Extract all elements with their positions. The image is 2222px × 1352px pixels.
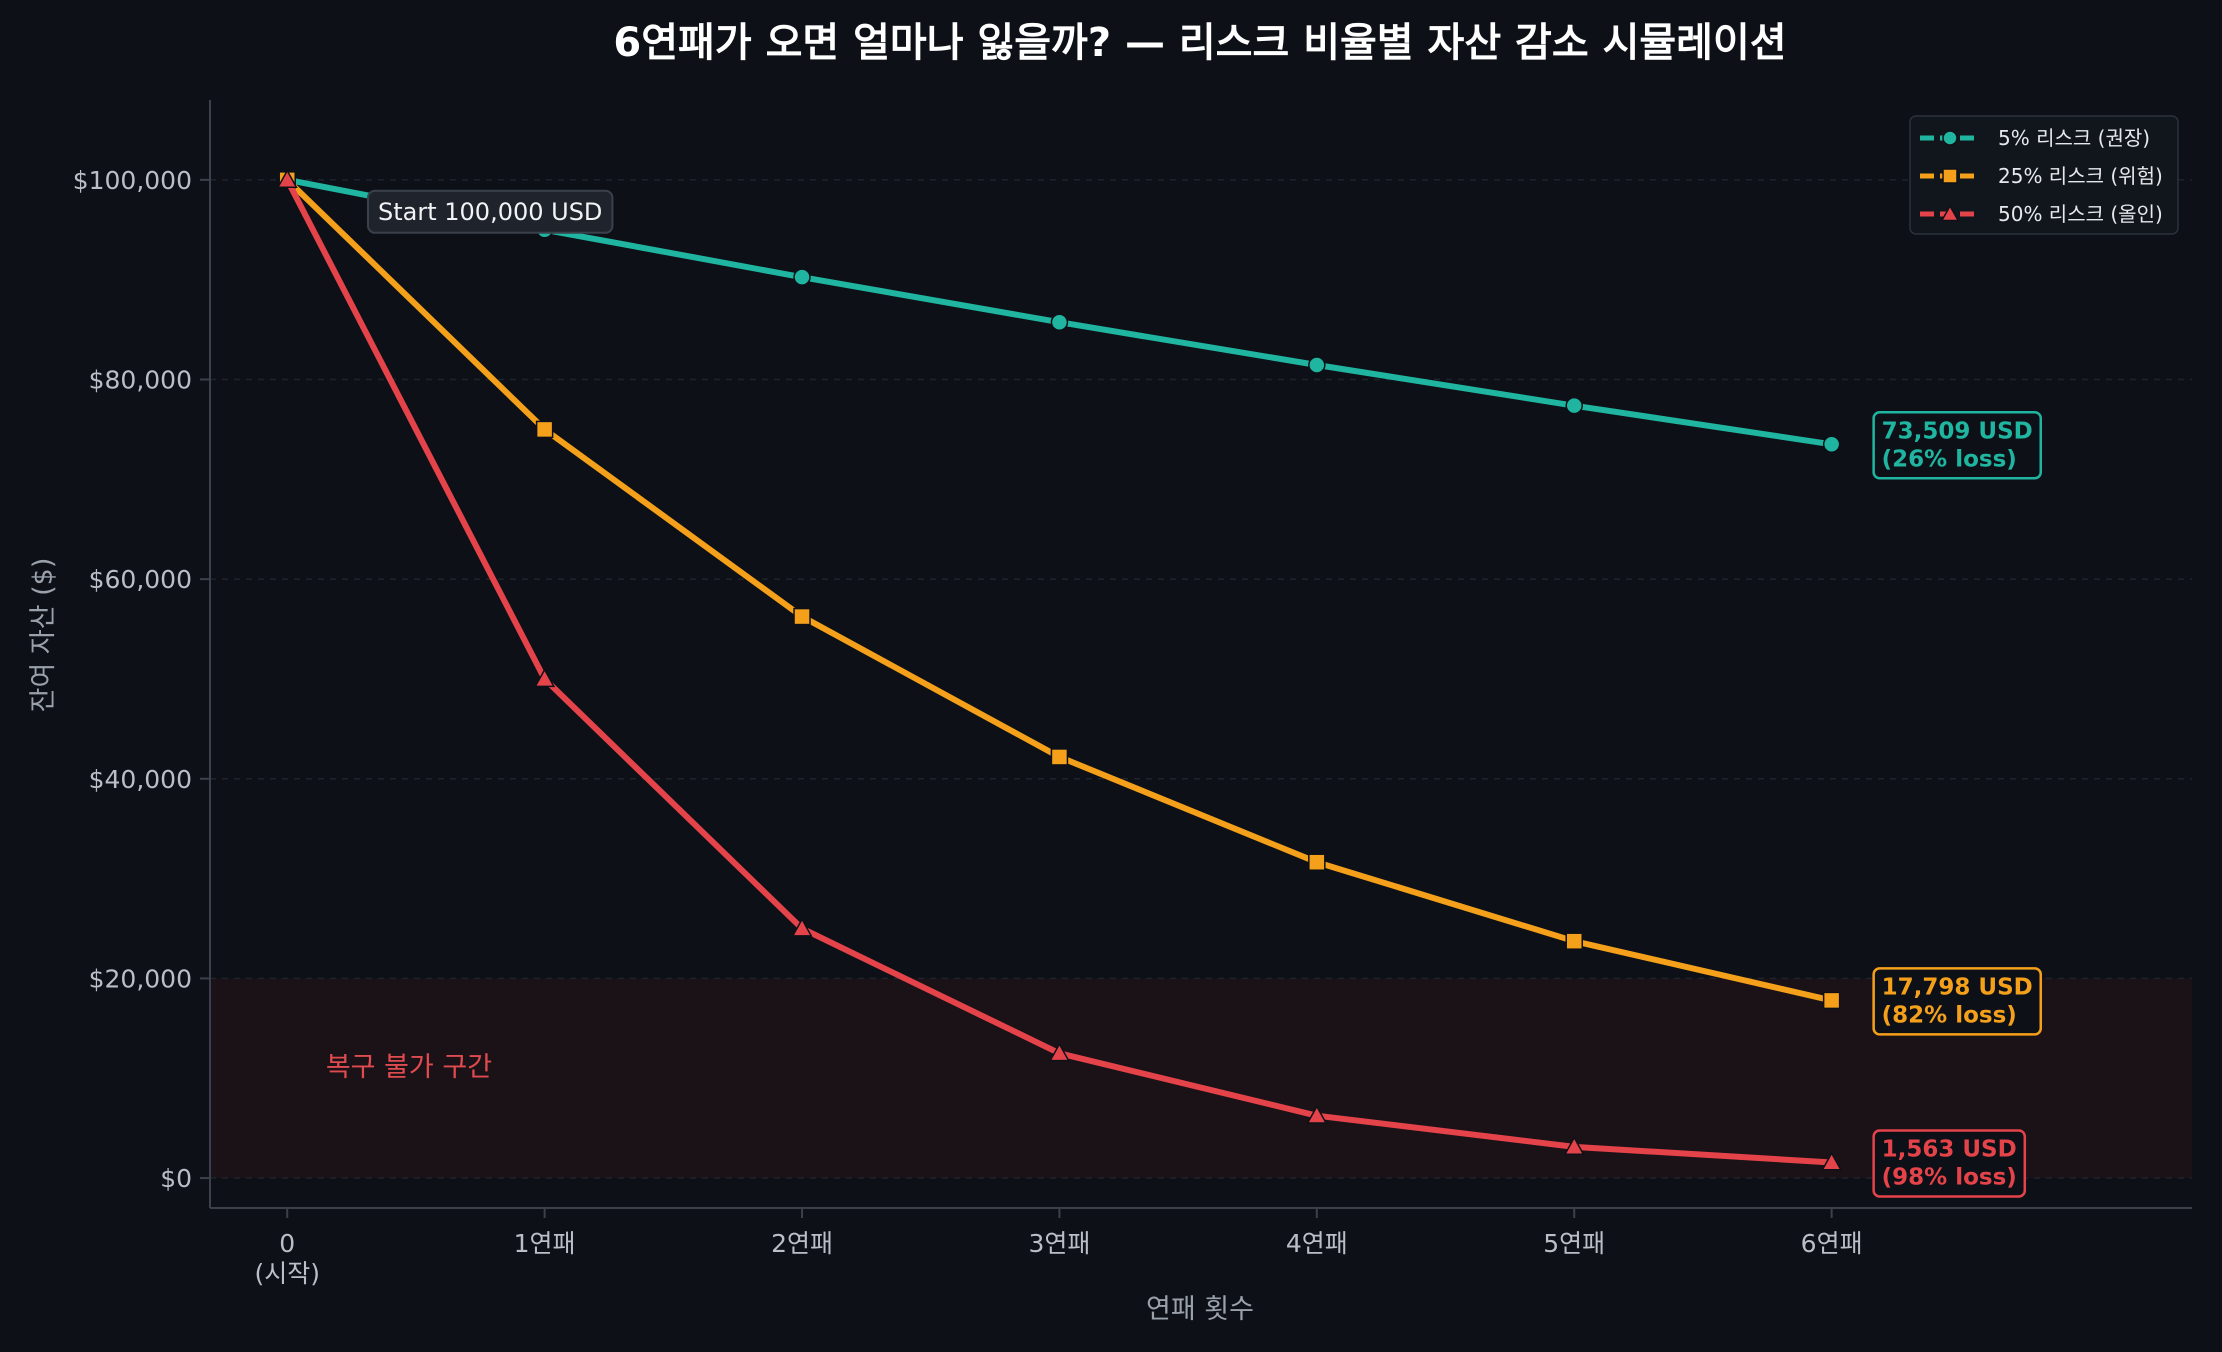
x-tick-label: 3연패 xyxy=(1028,1229,1090,1258)
y-tick-label: $40,000 xyxy=(89,765,192,794)
data-point xyxy=(793,607,811,626)
legend-item: 25% 리스크 (위험) xyxy=(1920,164,2163,188)
data-point xyxy=(1565,396,1583,415)
end-label-box xyxy=(1872,411,2042,480)
end-label: 73,509 USD (26% loss) xyxy=(1872,411,2042,480)
start-annotation-text: Start 100,000 USD xyxy=(378,198,602,226)
data-point xyxy=(1821,1151,1843,1171)
y-tick-label: $0 xyxy=(160,1164,192,1193)
data-point xyxy=(1563,1136,1585,1155)
chart-title: 6연패가 오면 얼마나 잃을까? — 리스크 비율별 자산 감소 시뮬레이션 xyxy=(613,20,1786,66)
data-point xyxy=(1308,356,1326,374)
legend-swatch-marker xyxy=(1940,204,1960,222)
end-label-box xyxy=(1872,1129,2027,1198)
legend-label: 5% 리스크 (권장) xyxy=(1998,126,2150,150)
legend-label: 25% 리스크 (위험) xyxy=(1998,164,2163,188)
y-tick-label: $20,000 xyxy=(89,964,192,993)
legend-item: 5% 리스크 (권장) xyxy=(1920,126,2150,150)
data-point xyxy=(1048,1042,1070,1062)
data-point xyxy=(276,169,298,188)
end-label: 1,563 USD (98% loss) xyxy=(1872,1129,2027,1198)
legend-label: 50% 리스크 (올인) xyxy=(1998,202,2163,226)
x-tick-label: 6연패 xyxy=(1801,1229,1863,1258)
y-axis-label: 잔여 자산 ($) xyxy=(28,558,59,713)
end-label-text: 73,509 USD (26% loss) xyxy=(1882,418,2033,472)
start-annotation-box xyxy=(367,189,614,234)
y-tick-label: $80,000 xyxy=(89,365,192,394)
end-label-text: 1,563 USD (98% loss) xyxy=(1882,1136,2017,1190)
end-label-text: 17,798 USD (82% loss) xyxy=(1882,974,2033,1028)
end-label-box xyxy=(1872,967,2042,1036)
legend-swatch-marker xyxy=(1942,168,1958,184)
legend-swatch-marker xyxy=(1942,130,1958,146)
data-point xyxy=(1050,313,1069,331)
data-point xyxy=(535,420,554,439)
x-tick-label: 5연패 xyxy=(1543,1229,1605,1258)
x-tick-label: 4연패 xyxy=(1286,1229,1348,1258)
data-point xyxy=(793,268,811,286)
data-point xyxy=(1306,1104,1328,1124)
end-label: 17,798 USD (82% loss) xyxy=(1872,967,2042,1036)
x-tick-label: 2연패 xyxy=(771,1229,833,1258)
data-point xyxy=(1822,435,1841,454)
y-tick-label: $100,000 xyxy=(73,166,192,195)
danger-zone-label: 복구 불가 구간 xyxy=(326,1052,492,1083)
legend-box xyxy=(1909,115,2179,235)
y-tick-label: $60,000 xyxy=(89,565,192,594)
data-point xyxy=(1308,853,1326,871)
x-tick-label: 1연패 xyxy=(514,1229,576,1258)
legend-item: 50% 리스크 (올인) xyxy=(1920,202,2163,226)
data-point xyxy=(791,917,813,937)
start-annotation: Start 100,000 USD xyxy=(367,189,614,234)
data-point xyxy=(534,668,556,688)
data-point xyxy=(1565,932,1583,950)
data-point xyxy=(1050,748,1069,766)
data-point xyxy=(1822,991,1841,1010)
danger-zone xyxy=(210,978,2192,1179)
x-axis-label: 연패 횟수 xyxy=(1146,1294,1254,1325)
x-tick-label: 0 (시작) xyxy=(254,1229,320,1288)
